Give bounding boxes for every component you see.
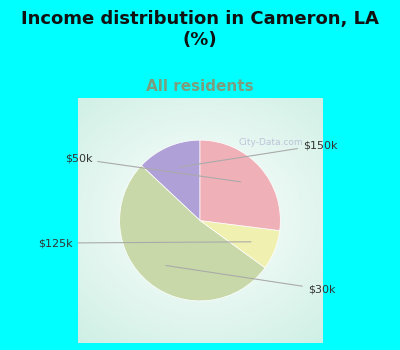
Text: $30k: $30k	[166, 266, 335, 294]
Wedge shape	[200, 220, 280, 268]
Text: City-Data.com: City-Data.com	[238, 138, 303, 147]
Text: $50k: $50k	[65, 154, 241, 182]
Text: Income distribution in Cameron, LA
(%): Income distribution in Cameron, LA (%)	[21, 10, 379, 49]
Text: $125k: $125k	[38, 238, 251, 248]
Text: $150k: $150k	[180, 140, 337, 167]
Wedge shape	[120, 166, 265, 301]
Wedge shape	[200, 140, 280, 231]
Text: All residents: All residents	[146, 79, 254, 94]
Wedge shape	[142, 140, 200, 220]
